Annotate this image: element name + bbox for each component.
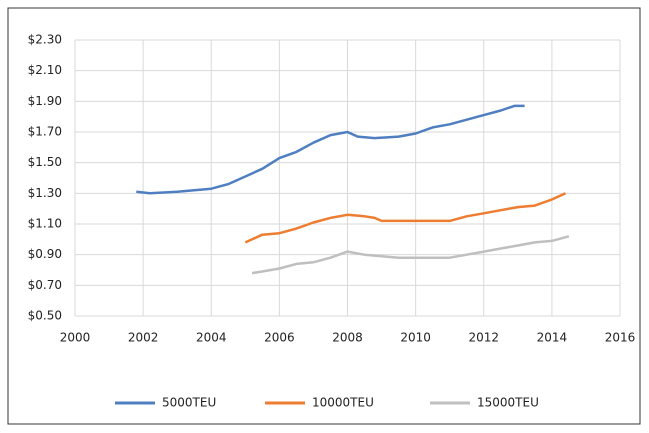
x-tick-label: 2014 xyxy=(537,331,568,345)
y-tick-label: $1.90 xyxy=(28,94,62,108)
x-tick-label: 2012 xyxy=(468,331,499,345)
legend-label: 15000TEU xyxy=(477,396,539,410)
series-line xyxy=(251,235,570,275)
series-line xyxy=(244,192,567,244)
y-tick-label: $1.10 xyxy=(28,217,62,231)
x-tick-label: 2006 xyxy=(264,331,295,345)
x-tick-label: 2008 xyxy=(332,331,363,345)
y-tick-label: $0.70 xyxy=(28,278,62,292)
chart-border xyxy=(7,7,641,425)
legend-label: 10000TEU xyxy=(312,396,374,410)
y-tick-label: $0.50 xyxy=(28,309,62,323)
y-tick-label: $2.30 xyxy=(28,33,62,47)
legend-label: 5000TEU xyxy=(162,396,216,410)
x-tick-label: 2002 xyxy=(128,331,159,345)
y-tick-label: $2.10 xyxy=(28,63,62,77)
x-tick-label: 2004 xyxy=(196,331,227,345)
x-tick-label: 2016 xyxy=(605,331,636,345)
y-tick-label: $1.30 xyxy=(28,186,62,200)
x-tick-label: 2000 xyxy=(60,331,91,345)
y-tick-label: $1.70 xyxy=(28,125,62,139)
series-line xyxy=(136,104,525,195)
y-tick-label: $0.90 xyxy=(28,247,62,261)
x-tick-label: 2010 xyxy=(400,331,431,345)
y-tick-label: $1.50 xyxy=(28,155,62,169)
